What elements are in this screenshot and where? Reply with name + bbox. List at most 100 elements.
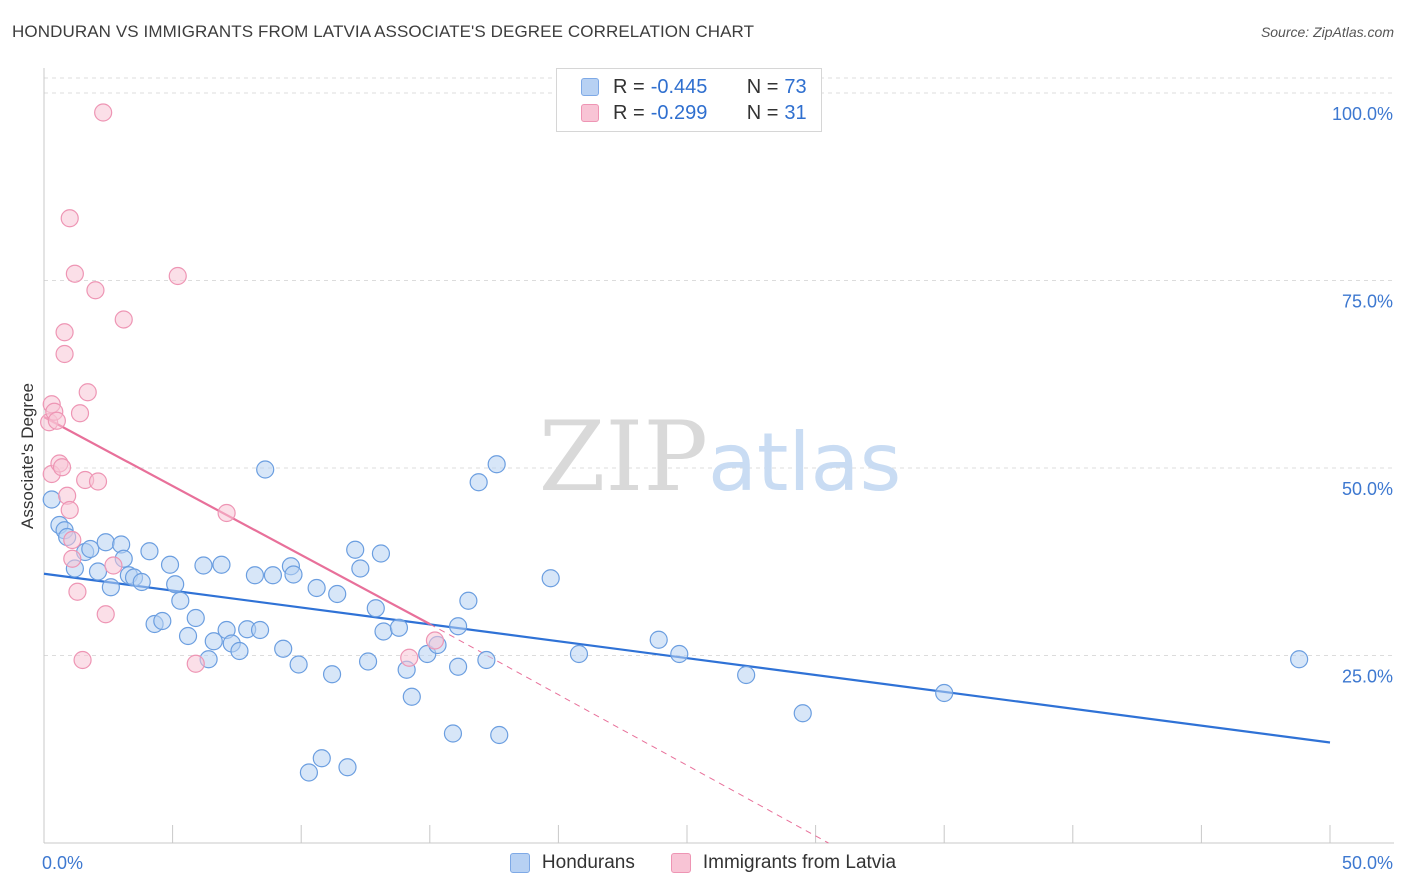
watermark-zip: ZIP (539, 401, 708, 513)
point-hondurans (358, 652, 378, 671)
point-hondurans (935, 683, 954, 703)
point-hondurans (132, 572, 151, 592)
point-hondurans (389, 618, 409, 637)
point-latvia (425, 631, 445, 650)
point-latvia (70, 404, 90, 423)
grid-layer (44, 77, 1394, 656)
legend-n-label: N = (746, 75, 779, 98)
point-latvia (104, 556, 123, 575)
y-tick-label: 75.0% (1342, 292, 1393, 312)
point-hondurans (171, 591, 190, 610)
point-hondurans (338, 758, 357, 777)
trendline-latvia (43, 416, 431, 625)
watermark: ZIPatlas (539, 401, 902, 513)
point-hondurans (366, 599, 385, 618)
point-hondurans (312, 749, 331, 768)
point-hondurans (166, 575, 185, 594)
legend-swatch-blue (581, 78, 599, 96)
label-layer: 25.0% 50.0% 75.0% 100.0% 0.0% 50.0% (42, 104, 1393, 873)
point-latvia (217, 503, 236, 523)
point-hondurans (299, 763, 319, 782)
point-hondurans (448, 617, 468, 636)
legend-r-value: -0.299 (650, 101, 708, 124)
point-hondurans (153, 611, 172, 631)
point-latvia (78, 383, 97, 402)
y-tick-label: 25.0% (1342, 667, 1393, 687)
point-latvia (186, 654, 205, 673)
trendline-latvia-extension (429, 623, 829, 844)
legend-item-hondurans[interactable]: Hondurans (509, 852, 635, 874)
point-hondurans (307, 578, 326, 598)
point-hondurans (186, 608, 205, 628)
y-axis-label: Associate's Degree (18, 383, 37, 529)
point-latvia (114, 310, 133, 329)
point-hondurans (212, 555, 231, 574)
point-hondurans (81, 539, 100, 559)
point-hondurans (402, 687, 421, 706)
point-hondurans (250, 620, 270, 640)
point-latvia (47, 411, 66, 430)
legend-n-value: 73 (784, 75, 807, 98)
legend-r-value: -0.445 (650, 75, 708, 98)
legend-row-hondurans: R = -0.445 N = 73 (581, 75, 807, 99)
point-hondurans (42, 490, 61, 509)
point-hondurans (374, 622, 393, 641)
point-hondurans (541, 569, 560, 588)
point-hondurans (459, 591, 478, 610)
point-latvia (400, 648, 419, 667)
point-hondurans (569, 644, 589, 664)
point-hondurans (88, 562, 108, 581)
point-latvia (60, 209, 79, 228)
legend-n-value: 31 (784, 101, 807, 124)
point-hondurans (96, 533, 115, 552)
y-tick-label: 50.0% (1342, 479, 1393, 499)
point-hondurans (204, 632, 223, 651)
point-latvia (55, 323, 74, 342)
legend-item-latvia[interactable]: Immigrants from Latvia (670, 852, 896, 874)
legend-row-latvia: R = -0.299 N = 31 (581, 101, 807, 125)
x-tick-label: 50.0% (1342, 853, 1393, 873)
point-hondurans (1290, 650, 1309, 669)
point-hondurans (490, 725, 509, 745)
point-latvia (63, 530, 82, 550)
source-label: Source: ZipAtlas.com (1260, 24, 1394, 40)
point-hondurans (346, 540, 365, 559)
point-hondurans (284, 565, 303, 584)
point-hondurans (194, 556, 213, 575)
point-latvia (73, 650, 92, 670)
legend-n-label: N = (746, 101, 779, 124)
legend-r-label: R = (613, 75, 645, 98)
point-latvia (68, 582, 87, 601)
point-hondurans (670, 644, 689, 664)
point-latvia (52, 458, 72, 477)
point-hondurans (448, 657, 468, 676)
legend-swatch-pink (581, 104, 599, 122)
point-latvia (88, 472, 108, 491)
point-hondurans (443, 724, 463, 743)
point-hondurans (160, 555, 180, 574)
legend-label-hondurans: Hondurans (541, 852, 635, 873)
point-hondurans (469, 473, 488, 492)
point-hondurans (245, 566, 265, 585)
point-hondurans (649, 630, 668, 649)
point-hondurans (101, 578, 120, 597)
x-tick-label: 0.0% (42, 853, 83, 873)
point-hondurans (793, 704, 812, 723)
legend-r-label: R = (613, 101, 645, 124)
point-hondurans (477, 650, 496, 670)
axis-layer (43, 68, 1394, 844)
point-hondurans (256, 460, 275, 479)
point-hondurans (140, 542, 159, 561)
point-hondurans (737, 665, 756, 685)
legend-swatch-pink (670, 853, 691, 873)
point-hondurans (328, 584, 347, 604)
watermark-atlas: atlas (708, 416, 901, 509)
point-hondurans (263, 566, 283, 585)
point-hondurans (274, 639, 293, 658)
point-latvia (96, 605, 115, 624)
point-latvia (55, 344, 74, 364)
point-latvia (65, 264, 84, 283)
point-hondurans (322, 665, 342, 684)
point-latvia (168, 266, 187, 286)
